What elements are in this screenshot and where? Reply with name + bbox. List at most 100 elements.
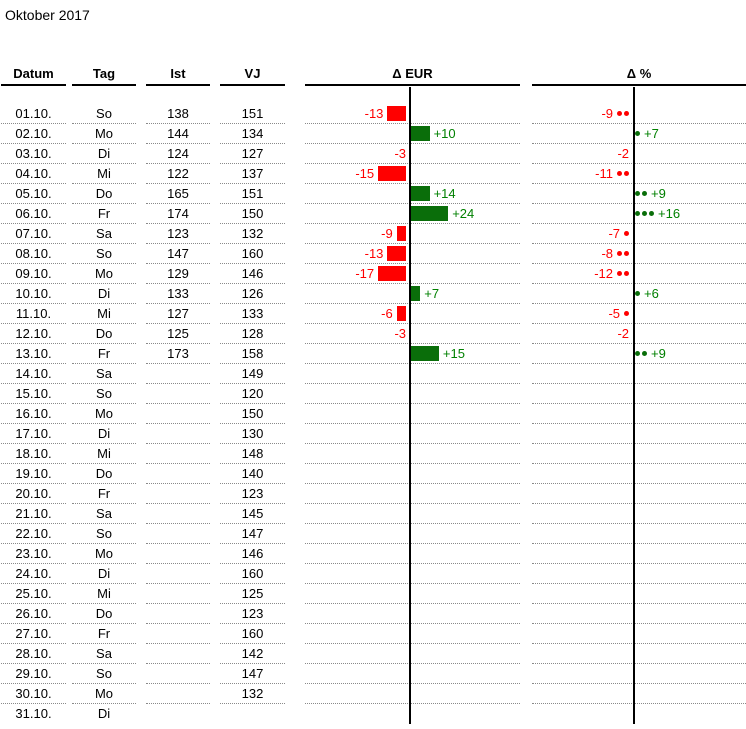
cell-datum: 27.10. [1, 624, 66, 644]
delta-pct-dot [624, 251, 629, 256]
delta-eur-value-label: -3 [394, 326, 406, 341]
cell-tag: Mo [72, 404, 136, 424]
delta-pct-positive-region [635, 604, 746, 623]
delta-pct-cell: -12 [532, 264, 746, 284]
delta-eur-cell [305, 604, 520, 624]
delta-pct-dot [642, 191, 647, 196]
delta-eur-positive-region: +7 [411, 284, 520, 303]
delta-eur-value-label: +24 [452, 206, 475, 221]
table-row: 25.10. Mi 125 [0, 584, 746, 604]
cell-datum: 21.10. [1, 504, 66, 524]
table-row: 06.10. Fr 174 150 +24 +16 [0, 204, 746, 224]
delta-pct-positive-region: +7 [635, 124, 746, 143]
delta-pct-value-label: -8 [601, 246, 613, 261]
cell-ist: 173 [146, 344, 210, 364]
cell-vj: 134 [220, 124, 285, 144]
delta-eur-bar [378, 166, 406, 181]
table-row: 31.10. Di [0, 704, 746, 724]
cell-ist [146, 424, 210, 444]
delta-pct-negative-region: -11 [532, 164, 629, 183]
delta-eur-negative-region: -3 [305, 144, 406, 163]
cell-tag: Di [72, 144, 136, 164]
cell-tag: Mo [72, 124, 136, 144]
delta-pct-positive-region [635, 684, 746, 703]
cell-ist [146, 484, 210, 504]
table-row: 28.10. Sa 142 [0, 644, 746, 664]
delta-pct-dot [624, 171, 629, 176]
delta-eur-value-label: +7 [424, 286, 440, 301]
cell-vj: 123 [220, 484, 285, 504]
delta-eur-value-label: -17 [355, 266, 375, 281]
delta-eur-cell [305, 424, 520, 444]
delta-pct-dot [635, 131, 640, 136]
cell-datum: 10.10. [1, 284, 66, 304]
delta-pct-cell [532, 404, 746, 424]
cell-vj: 148 [220, 444, 285, 464]
cell-ist [146, 684, 210, 704]
delta-eur-bar [411, 346, 439, 361]
delta-eur-positive-region [411, 604, 520, 623]
delta-eur-cell [305, 384, 520, 404]
cell-vj: 158 [220, 344, 285, 364]
cell-ist [146, 564, 210, 584]
cell-tag: Sa [72, 224, 136, 244]
delta-pct-dots [624, 231, 629, 236]
cell-tag: Mi [72, 164, 136, 184]
table-row: 01.10. So 138 151 -13 -9 [0, 104, 746, 124]
cell-datum: 31.10. [15, 706, 52, 721]
delta-eur-positive-region: +14 [411, 184, 520, 203]
delta-eur-value-label: +10 [433, 126, 456, 141]
cell-ist [146, 464, 210, 484]
cell-datum: 05.10. [1, 184, 66, 204]
cell-datum: 26.10. [1, 604, 66, 624]
delta-pct-value-label: +16 [658, 206, 681, 221]
column-header-ist: Ist [146, 62, 210, 86]
delta-pct-value-label: +6 [644, 286, 659, 301]
cell-tag: Mi [72, 444, 136, 464]
delta-eur-cell [305, 364, 520, 384]
table-row: 22.10. So 147 [0, 524, 746, 544]
cell-ist: 127 [146, 304, 210, 324]
delta-eur-bar [378, 266, 406, 281]
cell-datum: 23.10. [1, 544, 66, 564]
cell-tag: Fr [72, 204, 136, 224]
delta-pct-value-label: -11 [595, 166, 613, 181]
delta-pct-negative-region: -2 [532, 144, 629, 163]
delta-pct-negative-region: -8 [532, 244, 629, 263]
delta-pct-cell [532, 564, 746, 584]
delta-pct-negative-region: -5 [532, 304, 629, 323]
delta-eur-positive-region [411, 544, 520, 563]
delta-eur-positive-region: +15 [411, 344, 520, 363]
delta-eur-positive-region [411, 484, 520, 503]
delta-pct-cell [532, 384, 746, 404]
delta-pct-dots [635, 131, 640, 136]
delta-eur-cell [305, 484, 520, 504]
cell-ist: 129 [146, 264, 210, 284]
delta-pct-cell [532, 624, 746, 644]
delta-pct-positive-region [635, 564, 746, 583]
delta-pct-cell: -9 [532, 104, 746, 124]
delta-pct-dot [617, 251, 622, 256]
cell-ist [146, 604, 210, 624]
delta-pct-dots [635, 291, 640, 296]
delta-pct-cell [532, 444, 746, 464]
delta-eur-bar [387, 246, 406, 261]
delta-pct-negative-region: -12 [532, 264, 629, 283]
delta-eur-positive-region [411, 364, 520, 383]
delta-pct-positive-region [635, 664, 746, 683]
delta-pct-cell: -2 [532, 144, 746, 164]
cell-vj: 133 [220, 304, 285, 324]
delta-eur-negative-region: -6 [305, 304, 406, 323]
delta-pct-cell: -5 [532, 304, 746, 324]
delta-eur-positive-region [411, 684, 520, 703]
delta-pct-cell [532, 684, 746, 704]
delta-pct-dot [624, 311, 629, 316]
table-row: 02.10. Mo 144 134 +10 +7 [0, 124, 746, 144]
cell-vj: 127 [220, 144, 285, 164]
delta-pct-cell [532, 604, 746, 624]
delta-eur-positive-region [411, 624, 520, 643]
delta-eur-cell: -13 [305, 244, 520, 264]
cell-ist [146, 504, 210, 524]
delta-eur-positive-region [411, 664, 520, 683]
delta-eur-positive-region: +10 [411, 124, 520, 143]
